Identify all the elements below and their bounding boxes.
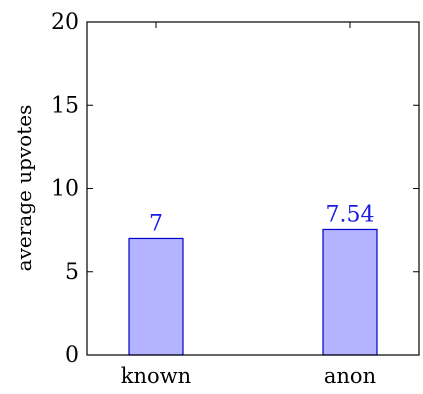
- data-label-anon: 7.54: [326, 202, 375, 227]
- y-tick-label: 15: [51, 93, 79, 118]
- y-tick-label: 10: [51, 177, 79, 202]
- plot-frame: [86, 21, 420, 356]
- x-tick-label-anon: anon: [324, 364, 376, 388]
- bar-anon: [322, 228, 378, 356]
- y-tick-label: 20: [51, 10, 79, 35]
- y-tick-label: 5: [65, 260, 79, 285]
- labels-layer: 0 5 10 15 20 7 known 7.54 anon: [51, 10, 376, 388]
- bar-known: [128, 237, 184, 356]
- y-axis-label: average upvotes: [12, 105, 36, 272]
- x-tick-label-known: known: [121, 364, 191, 388]
- data-label-known: 7: [149, 211, 163, 236]
- bars-layer: [128, 228, 378, 356]
- y-tick-label: 0: [65, 343, 79, 368]
